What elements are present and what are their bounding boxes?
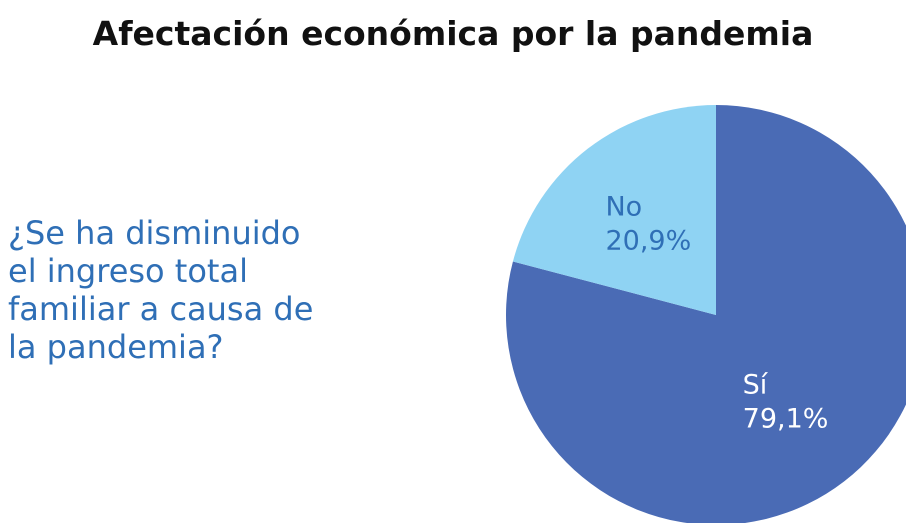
slice-category-label: Sí — [743, 369, 769, 400]
question-line: familiar a causa de — [8, 290, 314, 328]
pie-slice-si — [506, 105, 906, 523]
slice-value-label: 79,1% — [743, 403, 829, 434]
question-line: el ingreso total — [8, 252, 248, 290]
slice-category-label: No — [605, 192, 642, 223]
question-line: la pandemia? — [8, 328, 224, 366]
slice-value-label: 20,9% — [605, 226, 691, 257]
chart-title: Afectación económica por la pandemia — [92, 14, 814, 53]
question-line: ¿Se ha disminuido — [8, 214, 301, 252]
pie-slices — [506, 105, 906, 523]
survey-question: ¿Se ha disminuido el ingreso total famil… — [8, 214, 368, 366]
pie-slice-no — [512, 105, 716, 315]
